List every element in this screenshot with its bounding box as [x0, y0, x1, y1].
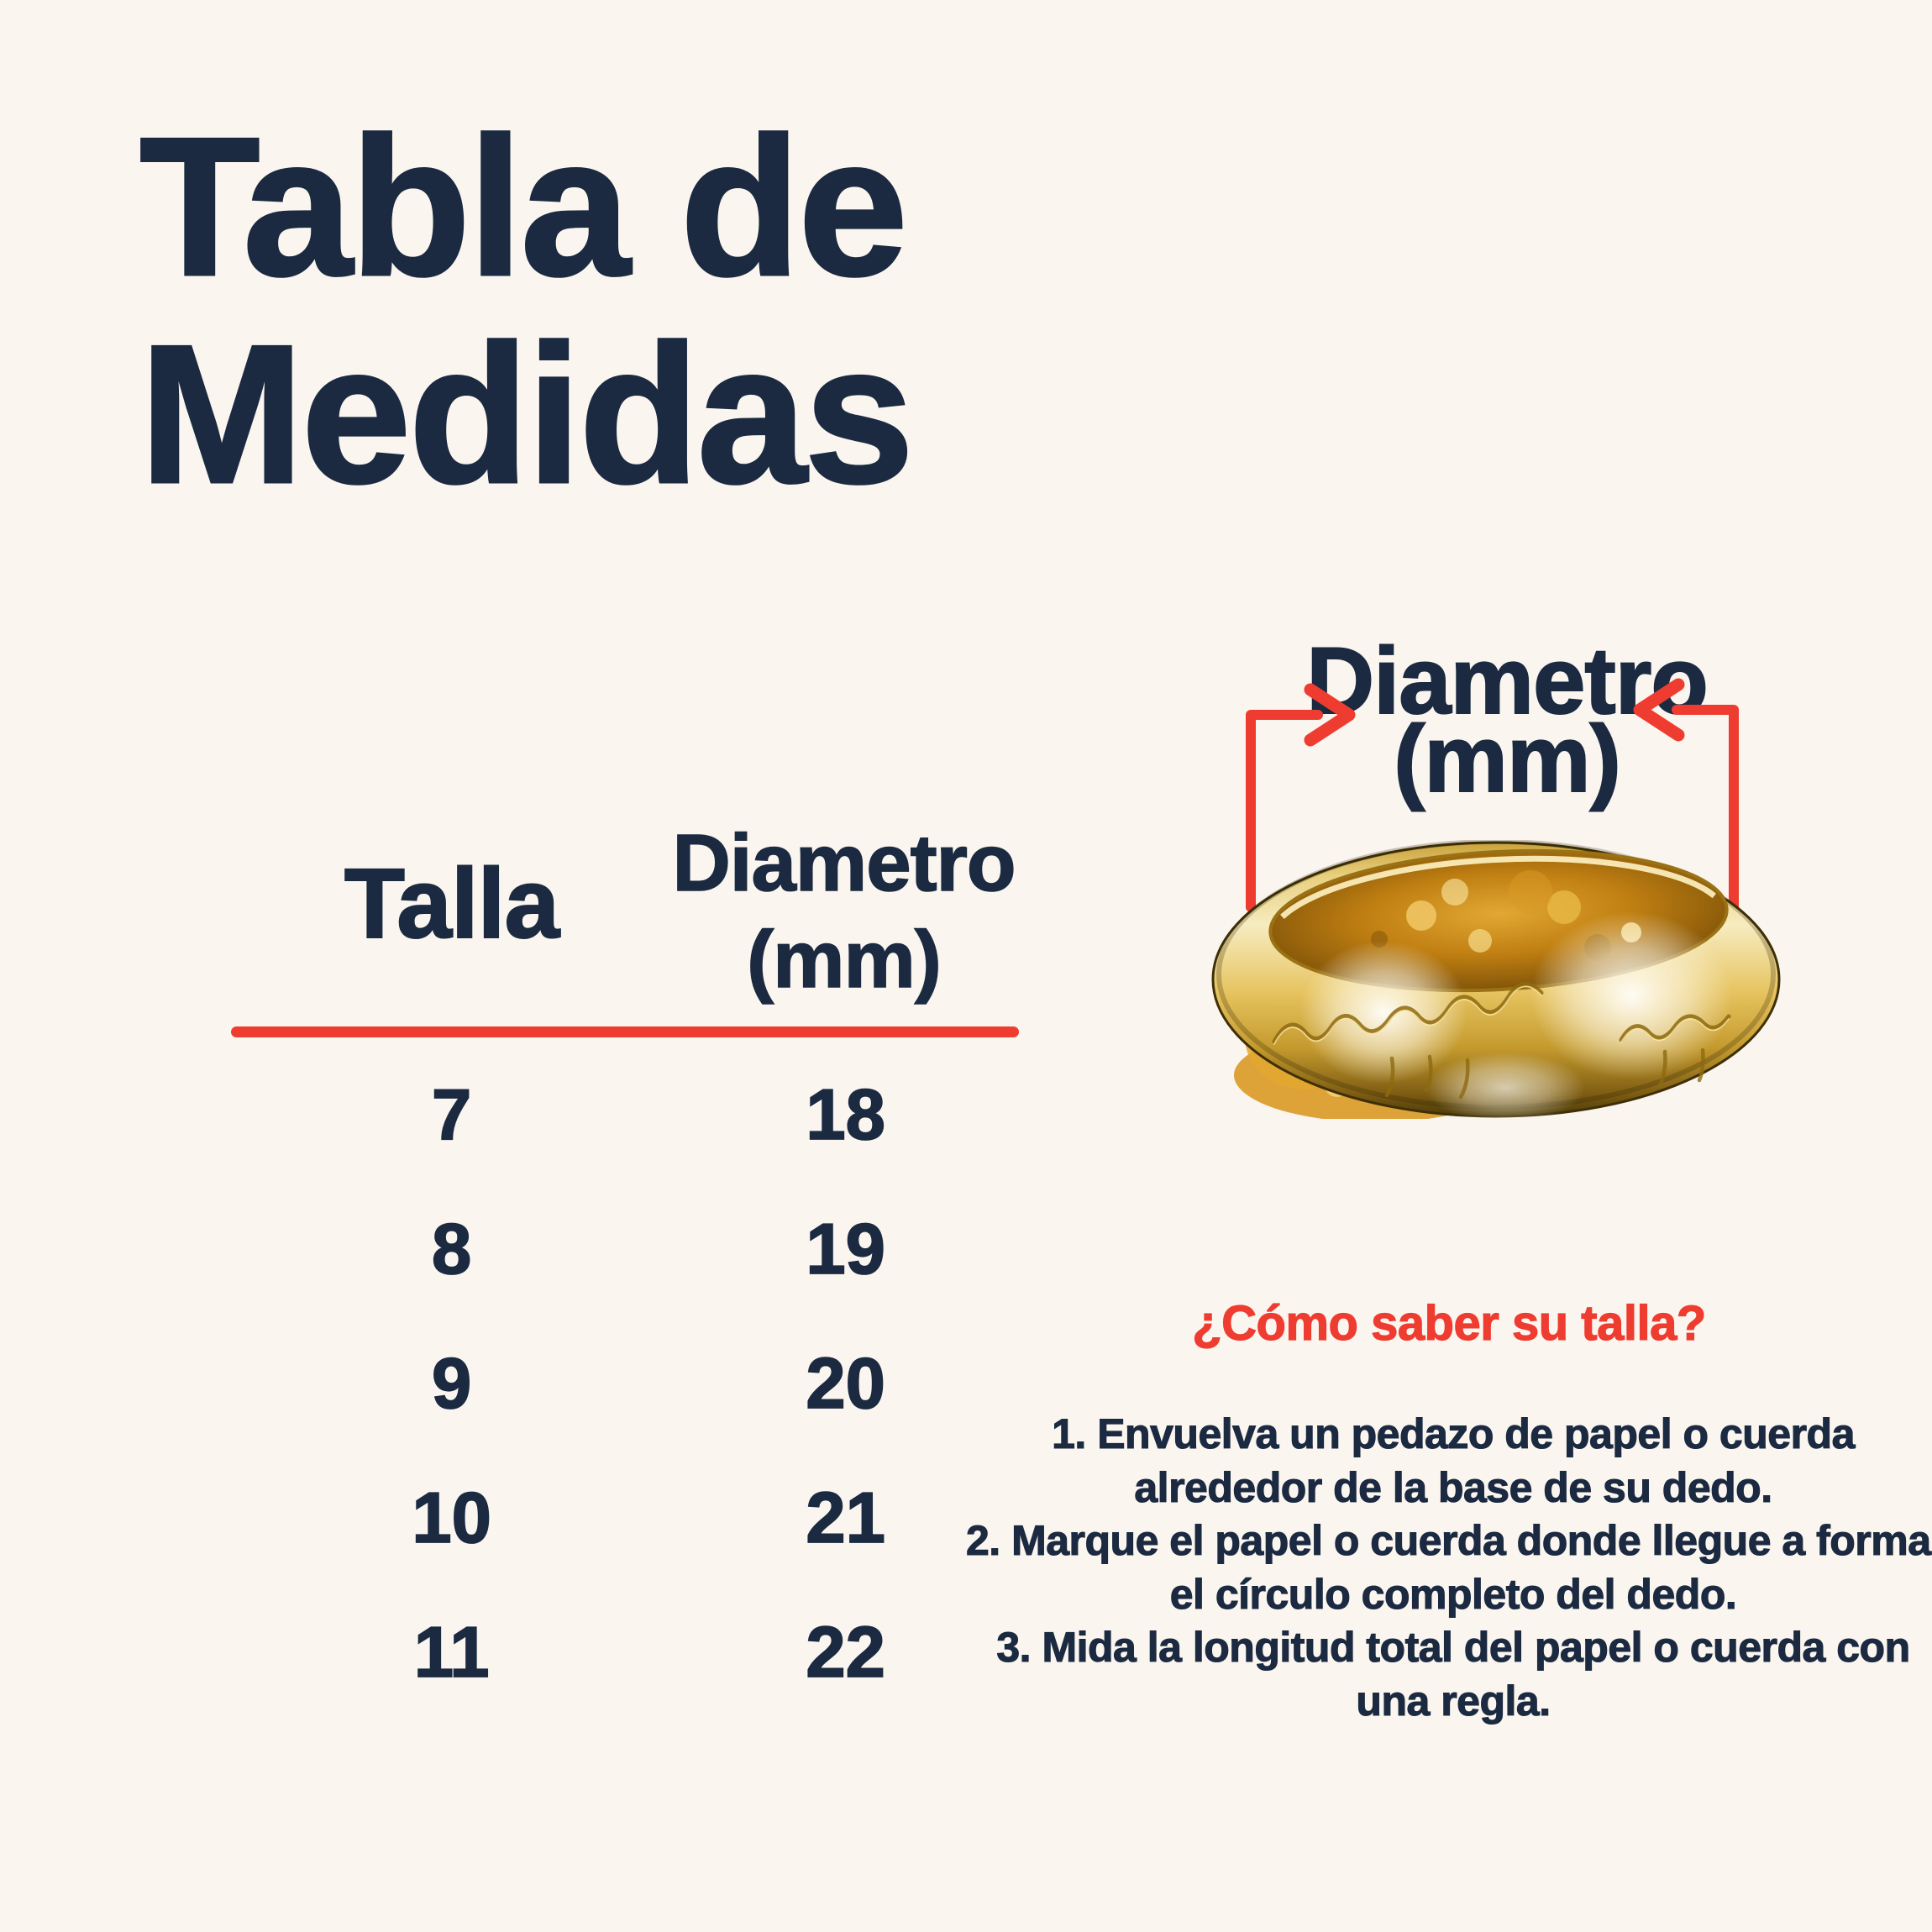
dimension-line-left-horizontal [1246, 710, 1323, 720]
howto-line: 1. Envuelva un pedazo de papel o cuerda [1052, 1410, 1856, 1457]
table-row: 9 20 [231, 1317, 1019, 1452]
diametro-value: 20 [805, 1343, 885, 1425]
table-header-diametro-line2: (mm) [746, 914, 942, 1005]
diametro-value: 21 [805, 1478, 885, 1559]
ring-diameter-label-line2: (mm) [1393, 706, 1622, 811]
page-title-line2: Medidas [139, 303, 916, 524]
diametro-value: 18 [805, 1074, 885, 1156]
diametro-value: 22 [805, 1612, 885, 1693]
talla-value: 11 [413, 1612, 491, 1693]
size-table: 7 18 8 19 9 20 10 21 11 22 [231, 1048, 1019, 1720]
talla-value: 10 [411, 1478, 491, 1559]
table-header-diametro: Diametro (mm) [623, 815, 1064, 1008]
howto-heading: ¿Cómo saber su talla? [1192, 1296, 1707, 1351]
arrow-right-icon [1304, 683, 1356, 747]
howto-line: el círculo completo del dedo. [1169, 1570, 1737, 1618]
talla-value: 7 [431, 1074, 472, 1156]
table-header-diametro-line1: Diametro [672, 817, 1017, 909]
howto-line: una regla. [1356, 1677, 1551, 1725]
table-row: 7 18 [231, 1048, 1019, 1183]
table-row: 11 22 [231, 1586, 1019, 1720]
dimension-line-left-vertical [1246, 711, 1256, 912]
page-title-line1: Tabla de [139, 96, 910, 317]
table-header-divider [231, 1026, 1019, 1037]
talla-value: 8 [431, 1209, 472, 1290]
diametro-value: 19 [805, 1209, 885, 1290]
table-row: 10 21 [231, 1452, 1019, 1586]
dimension-line-right-horizontal [1672, 705, 1739, 715]
howto-line: alrededor de la base de su dedo. [1134, 1463, 1773, 1511]
dimension-line-right-vertical [1729, 706, 1739, 912]
howto-line: 2. Marque el papel o cuerda donde llegue… [965, 1516, 1932, 1564]
table-header-talla: Talla [344, 848, 560, 959]
arrow-left-icon [1633, 678, 1685, 742]
page-title: Tabla de Medidas [139, 96, 1315, 524]
howto-instructions: 1. Envuelva un pedazo de papel o cuerda … [965, 1408, 1932, 1728]
howto-line: 3. Mida la longitud total del papel o cu… [996, 1623, 1911, 1671]
talla-value: 9 [431, 1343, 472, 1425]
gold-ring-image [1211, 840, 1781, 1119]
table-row: 8 19 [231, 1183, 1019, 1317]
